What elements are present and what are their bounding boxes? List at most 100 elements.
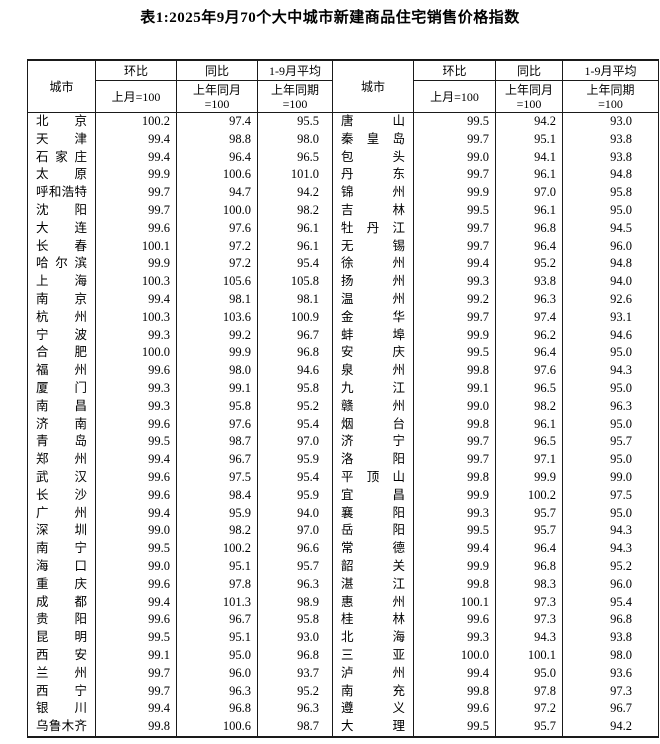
city-char: 庆 [392,345,405,360]
city-char: 州 [74,452,87,467]
value-cell: 98.7 [258,718,333,736]
city-cell: 兰州 [28,664,96,683]
value-cell: 99.7 [414,451,496,469]
city-cell: 长春 [28,237,96,256]
value-cell: 95.9 [177,504,258,523]
city-cell: 南昌 [28,397,96,416]
city-char: 包 [341,149,354,164]
city-cell: 湛江 [333,575,414,594]
city-char: 南 [74,416,87,431]
value-cell: 96.0 [177,664,258,683]
header-line: 上月=100 [430,89,479,104]
table-row: 海口 99.0 95.1 95.7 韶关 99.9 96.8 95.2 [28,557,658,576]
city-char: 州 [392,274,405,289]
city-char: 郑 [36,452,49,467]
value-cell: 96.1 [258,237,333,256]
value-cell: 100.0 [414,646,496,665]
city-char: 明 [74,630,87,645]
city-char: 南 [341,683,354,698]
value-cell: 99.6 [96,611,177,630]
city-cell: 无锡 [333,237,414,256]
value-cell: 94.3 [496,629,563,647]
city-char: 杭 [36,309,49,324]
value-cell: 95.2 [258,682,333,701]
table-row: 宁波 99.3 99.2 96.7 蚌埠 99.9 96.2 94.6 [28,326,658,345]
value-cell: 99.1 [414,379,496,398]
city-char: 宁 [392,434,405,449]
value-cell: 95.4 [258,415,333,434]
city-char: 乌 [36,719,49,734]
value-cell: 96.3 [610,398,632,413]
value-cell: 97.3 [496,593,563,612]
value-cell: 93.8 [610,131,632,146]
value-cell: 99.3 [96,397,177,416]
value-cell: 94.6 [258,362,333,380]
value-cell: 98.3 [496,575,563,594]
value-cell: 97.3 [610,683,632,698]
city-char: 浩 [61,185,75,200]
city-cell: 上海 [28,273,96,291]
city-char: 滨 [74,256,87,271]
value-cell: 95.0 [610,345,632,360]
value-cell: 97.2 [177,237,258,256]
city-char: 德 [392,541,405,556]
table-row: 西宁 99.7 96.3 95.2 南充 99.8 97.8 97.3 [28,682,658,701]
value-cell: 100.6 [177,166,258,185]
city-cell: 厦门 [28,379,96,398]
value-cell: 96.5 [258,148,333,167]
value-cell: 95.7 [496,522,563,541]
city-char: 襄 [341,505,354,520]
value-cell: 98.1 [177,290,258,309]
header-avg-right: 1-9月平均 [563,61,658,81]
city-char: 圳 [74,523,87,538]
value-cell: 96.0 [610,238,632,253]
value-cell: 99.9 [414,326,496,345]
city-char: 徐 [341,256,354,271]
value-cell: 95.8 [610,185,632,200]
header-avg-base-right: 上年同期 =100 [563,81,658,112]
city-char: 口 [74,558,87,573]
city-cell: 哈尔滨 [28,255,96,274]
value-cell: 99.4 [96,504,177,523]
value-cell: 99.7 [414,308,496,327]
city-char: 林 [392,612,405,627]
value-cell: 100.2 [96,113,177,131]
city-char: 安 [74,647,87,662]
value-cell: 96.6 [258,540,333,558]
value-cell: 97.0 [258,433,333,452]
value-cell: 97.1 [496,451,563,469]
city-char: 东 [392,167,405,182]
city-char: 洛 [341,452,354,467]
page-title: 表1:2025年9月70个大中城市新建商品住宅销售价格指数 [140,10,520,26]
city-cell: 乌鲁木齐 [28,718,96,736]
city-cell: 大理 [333,718,414,736]
city-char: 海 [74,274,87,289]
table-header: 城市 环比 同比 1-9月平均 上月=100 上年同月 =100 上年同期 =1… [28,61,658,113]
city-cell: 常德 [333,540,414,558]
value-cell: 101.0 [258,166,333,185]
value-cell: 97.0 [258,522,333,541]
value-cell: 99.0 [96,522,177,541]
city-char: 义 [392,701,405,716]
value-cell: 100.0 [96,344,177,363]
city-char: 天 [36,131,49,146]
city-char: 重 [36,576,49,591]
value-cell: 95.4 [258,468,333,487]
header-line: 上年同期 [270,82,319,97]
city-cell: 桂林 [333,611,414,630]
city-cell: 济宁 [333,433,414,452]
city-char: 扬 [341,274,354,289]
city-char: 江 [392,576,405,591]
city-char: 州 [392,291,405,306]
city-char: 原 [74,167,87,182]
value-cell: 100.2 [496,486,563,505]
city-cell: 唐山 [333,113,414,131]
value-cell: 93.0 [258,629,333,647]
city-char: 头 [392,149,405,164]
value-cell: 98.0 [258,130,333,149]
header-line: =100 [204,96,230,111]
city-cell: 昆明 [28,629,96,647]
value-cell: 99.5 [414,522,496,541]
value-cell: 97.5 [610,487,632,502]
city-cell: 长沙 [28,486,96,505]
